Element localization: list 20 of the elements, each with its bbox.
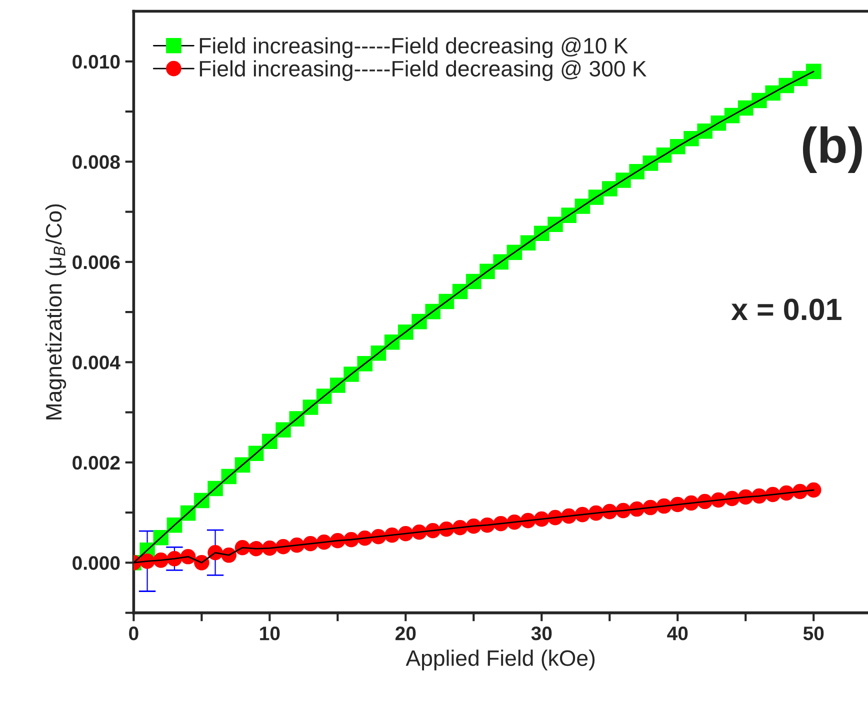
y-tick-label: 0.006	[72, 255, 120, 270]
x-tick-label: 20	[396, 626, 416, 640]
x-tick-label: 0	[129, 626, 138, 640]
y-tick-label: 0.004	[72, 356, 120, 370]
y-tick-label: 0.000	[72, 556, 120, 570]
annotation: (b)	[802, 126, 862, 173]
point	[806, 64, 822, 80]
x-axis-title: Applied Field (kOe)	[406, 650, 595, 670]
y-tick-label: 0.010	[72, 54, 120, 69]
x-tick-label: 10	[260, 626, 280, 640]
y-tick-label: 0.002	[72, 456, 120, 470]
annotation: x = 0.01	[731, 298, 842, 320]
legend-label: Field increasing-----Field decreasing @10 K	[200, 37, 628, 58]
y-axis-title: Magnetization (μ$_{B}$/Co)	[45, 204, 66, 420]
x-tick-label: 40	[667, 626, 688, 640]
legend-label: Field increasing-----Field decreasing @ 300 K	[200, 60, 647, 81]
x-tick-label: 30	[531, 626, 552, 640]
point	[806, 482, 822, 498]
x-tick-label: 50	[803, 626, 824, 640]
y-tick-label: 0.008	[72, 155, 120, 169]
